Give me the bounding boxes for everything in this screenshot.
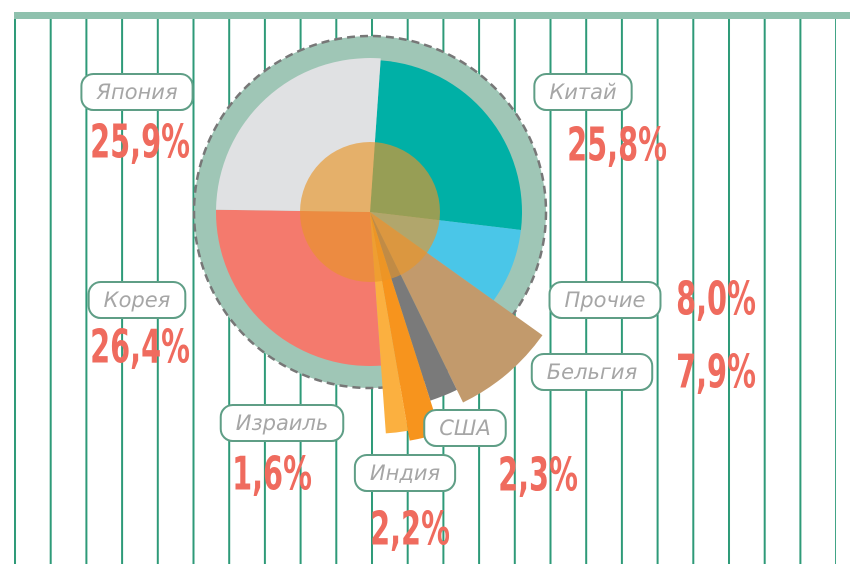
- label-pill: [219, 404, 345, 442]
- value-label-group: 7,9%: [676, 346, 756, 400]
- value-label-group: 26,4%: [90, 321, 190, 375]
- label-pill: [533, 73, 633, 111]
- label-pill: [423, 409, 507, 447]
- label-pill: [87, 281, 187, 319]
- center-circle: [300, 142, 440, 282]
- category-label: Израиль: [236, 411, 329, 435]
- value-label-group: 25,8%: [567, 119, 667, 173]
- value-label-group: 25,9%: [90, 116, 190, 170]
- category-label: Китай: [549, 80, 616, 104]
- label-pill: [548, 281, 662, 319]
- category-label: Прочие: [565, 288, 646, 312]
- value-label-group: 1,6%: [232, 448, 312, 502]
- category-label: США: [439, 416, 491, 440]
- value-label-group: 2,2%: [370, 503, 450, 557]
- top-bar: [14, 12, 850, 19]
- label-pill: [80, 73, 194, 111]
- value-label: 7,9%: [676, 346, 756, 400]
- value-label: 25,9%: [90, 116, 190, 170]
- value-label: 8,0%: [676, 273, 756, 327]
- label-pill: [530, 353, 654, 391]
- category-label: Индия: [370, 461, 440, 485]
- value-label: 26,4%: [90, 321, 190, 375]
- category-label: Корея: [104, 288, 171, 312]
- value-label-group: 8,0%: [676, 273, 756, 327]
- category-label: Япония: [95, 80, 177, 104]
- value-label: 2,2%: [370, 503, 450, 557]
- value-label: 1,6%: [232, 448, 312, 502]
- value-label-group: 2,3%: [498, 449, 578, 503]
- value-label: 2,3%: [498, 449, 578, 503]
- value-label: 25,8%: [567, 119, 667, 173]
- category-label: Бельгия: [547, 360, 637, 384]
- label-pill: [353, 454, 457, 492]
